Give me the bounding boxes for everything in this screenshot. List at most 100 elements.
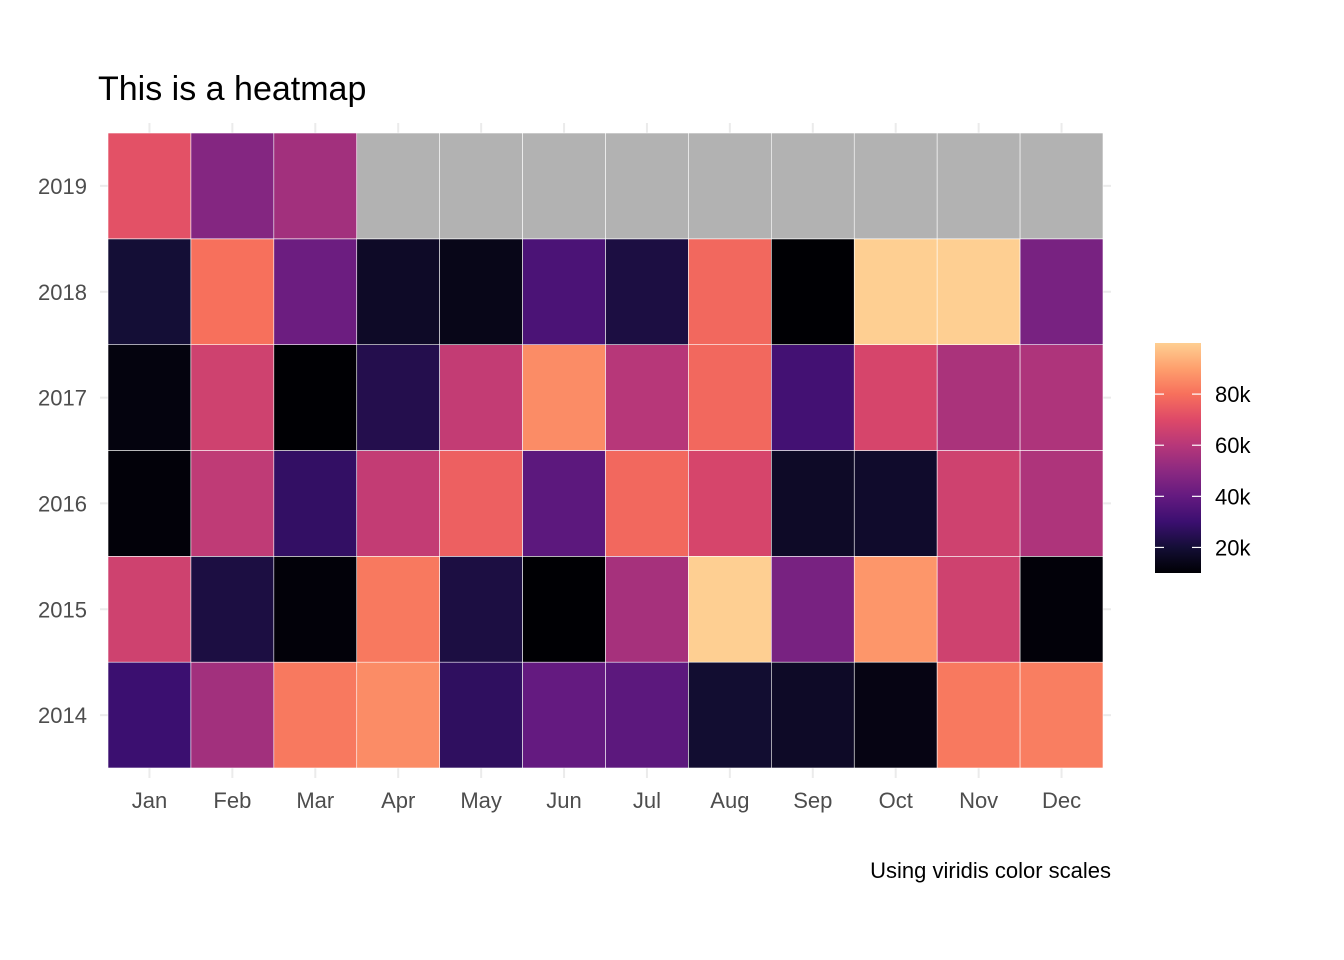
heatmap-cell	[936, 661, 1021, 769]
heatmap-cell	[273, 344, 358, 451]
heatmap-cell	[190, 238, 275, 345]
heatmap-cell	[771, 556, 855, 663]
heatmap-cell	[605, 132, 689, 240]
heatmap-cell	[273, 238, 358, 345]
chart-title: This is a heatmap	[98, 70, 367, 108]
legend-tick-label: 80k	[1215, 382, 1251, 407]
legend-tick-label: 60k	[1215, 433, 1251, 458]
heatmap-cell	[1019, 132, 1104, 240]
heatmap-cell	[853, 344, 938, 451]
heatmap-cell	[273, 556, 358, 663]
heatmap-cell	[771, 132, 855, 240]
heatmap-cell	[522, 450, 606, 557]
heatmap-cell	[605, 661, 689, 769]
heatmap-cell	[107, 344, 192, 451]
heatmap-cell	[107, 132, 192, 240]
heatmap-cell	[522, 344, 606, 451]
heatmap-cell	[356, 556, 440, 663]
heatmap-cell	[439, 661, 523, 769]
heatmap-cell	[107, 661, 192, 769]
heatmap-cell	[853, 238, 938, 345]
x-tick-label: Sep	[793, 788, 832, 813]
heatmap-cell	[439, 344, 523, 451]
heatmap-cell	[107, 556, 192, 663]
heatmap-cell	[936, 450, 1021, 557]
heatmap-cell	[605, 556, 689, 663]
legend-tick-label: 40k	[1215, 484, 1251, 509]
heatmap-cell	[439, 132, 523, 240]
heatmap-cell	[439, 556, 523, 663]
x-tick-label: Feb	[213, 788, 251, 813]
x-tick-label: Jul	[633, 788, 661, 813]
heatmap-cell	[107, 238, 192, 345]
heatmap-cell	[688, 450, 772, 557]
heatmap-cell	[107, 450, 192, 557]
heatmap-cell	[522, 238, 606, 345]
heatmap-cell	[190, 132, 275, 240]
heatmap-cell	[688, 344, 772, 451]
color-legend: 20k 40k 60k 80k	[1155, 343, 1251, 573]
heatmap-cell	[190, 556, 275, 663]
heatmap-cell	[1019, 238, 1104, 345]
heatmap-cell	[771, 238, 855, 345]
x-tick-label: Oct	[879, 788, 913, 813]
heatmap-cell	[688, 132, 772, 240]
heatmap-cell	[688, 661, 772, 769]
heatmap-cell	[522, 556, 606, 663]
heatmap-cell	[1019, 450, 1104, 557]
x-tick-label: Jan	[132, 788, 167, 813]
x-tick-label: May	[460, 788, 502, 813]
heatmap-cell	[771, 450, 855, 557]
y-tick-label: 2019	[38, 174, 87, 199]
y-axis: 2014 2015 2016 2017 2018 2019	[38, 174, 87, 728]
heatmap-cell	[273, 132, 358, 240]
legend-colorbar	[1155, 343, 1201, 573]
heatmap-cell	[190, 661, 275, 769]
y-tick-label: 2016	[38, 491, 87, 516]
x-axis: Jan Feb Mar Apr May Jun Jul Aug Sep Oct Nov Dec	[132, 788, 1081, 813]
y-tick-label: 2014	[38, 703, 87, 728]
heatmap-cell	[273, 450, 358, 557]
heatmap-tiles	[107, 132, 1104, 769]
heatmap-cell	[936, 344, 1021, 451]
heatmap-cell	[771, 661, 855, 769]
heatmap-cell	[356, 238, 440, 345]
x-tick-label: Aug	[710, 788, 749, 813]
x-tick-label: Dec	[1042, 788, 1081, 813]
heatmap-cell	[522, 661, 606, 769]
y-tick-label: 2018	[38, 280, 87, 305]
heatmap-cell	[605, 238, 689, 345]
heatmap-cell	[605, 450, 689, 557]
x-tick-label: Nov	[959, 788, 998, 813]
heatmap-cell	[356, 450, 440, 557]
y-tick-label: 2015	[38, 597, 87, 622]
x-tick-label: Apr	[381, 788, 415, 813]
x-tick-label: Jun	[546, 788, 581, 813]
heatmap-cell	[771, 344, 855, 451]
heatmap-cell	[439, 450, 523, 557]
heatmap-cell	[1019, 344, 1104, 451]
heatmap-cell	[522, 132, 606, 240]
heatmap-cell	[853, 556, 938, 663]
heatmap-cell	[273, 661, 358, 769]
heatmap-cell	[936, 238, 1021, 345]
heatmap-cell	[356, 661, 440, 769]
heatmap-cell	[1019, 556, 1104, 663]
y-tick-label: 2017	[38, 386, 87, 411]
chart-caption: Using viridis color scales	[870, 858, 1111, 883]
heatmap-cell	[1019, 661, 1104, 769]
heatmap-cell	[605, 344, 689, 451]
heatmap-cell	[853, 661, 938, 769]
heatmap-cell	[853, 132, 938, 240]
heatmap-cell	[439, 238, 523, 345]
x-tick-label: Mar	[296, 788, 334, 813]
heatmap-cell	[688, 238, 772, 345]
heatmap-cell	[936, 132, 1021, 240]
heatmap-cell	[190, 344, 275, 451]
heatmap-cell	[688, 556, 772, 663]
heatmap-cell	[356, 132, 440, 240]
legend-tick-label: 20k	[1215, 535, 1251, 560]
heatmap-cell	[853, 450, 938, 557]
